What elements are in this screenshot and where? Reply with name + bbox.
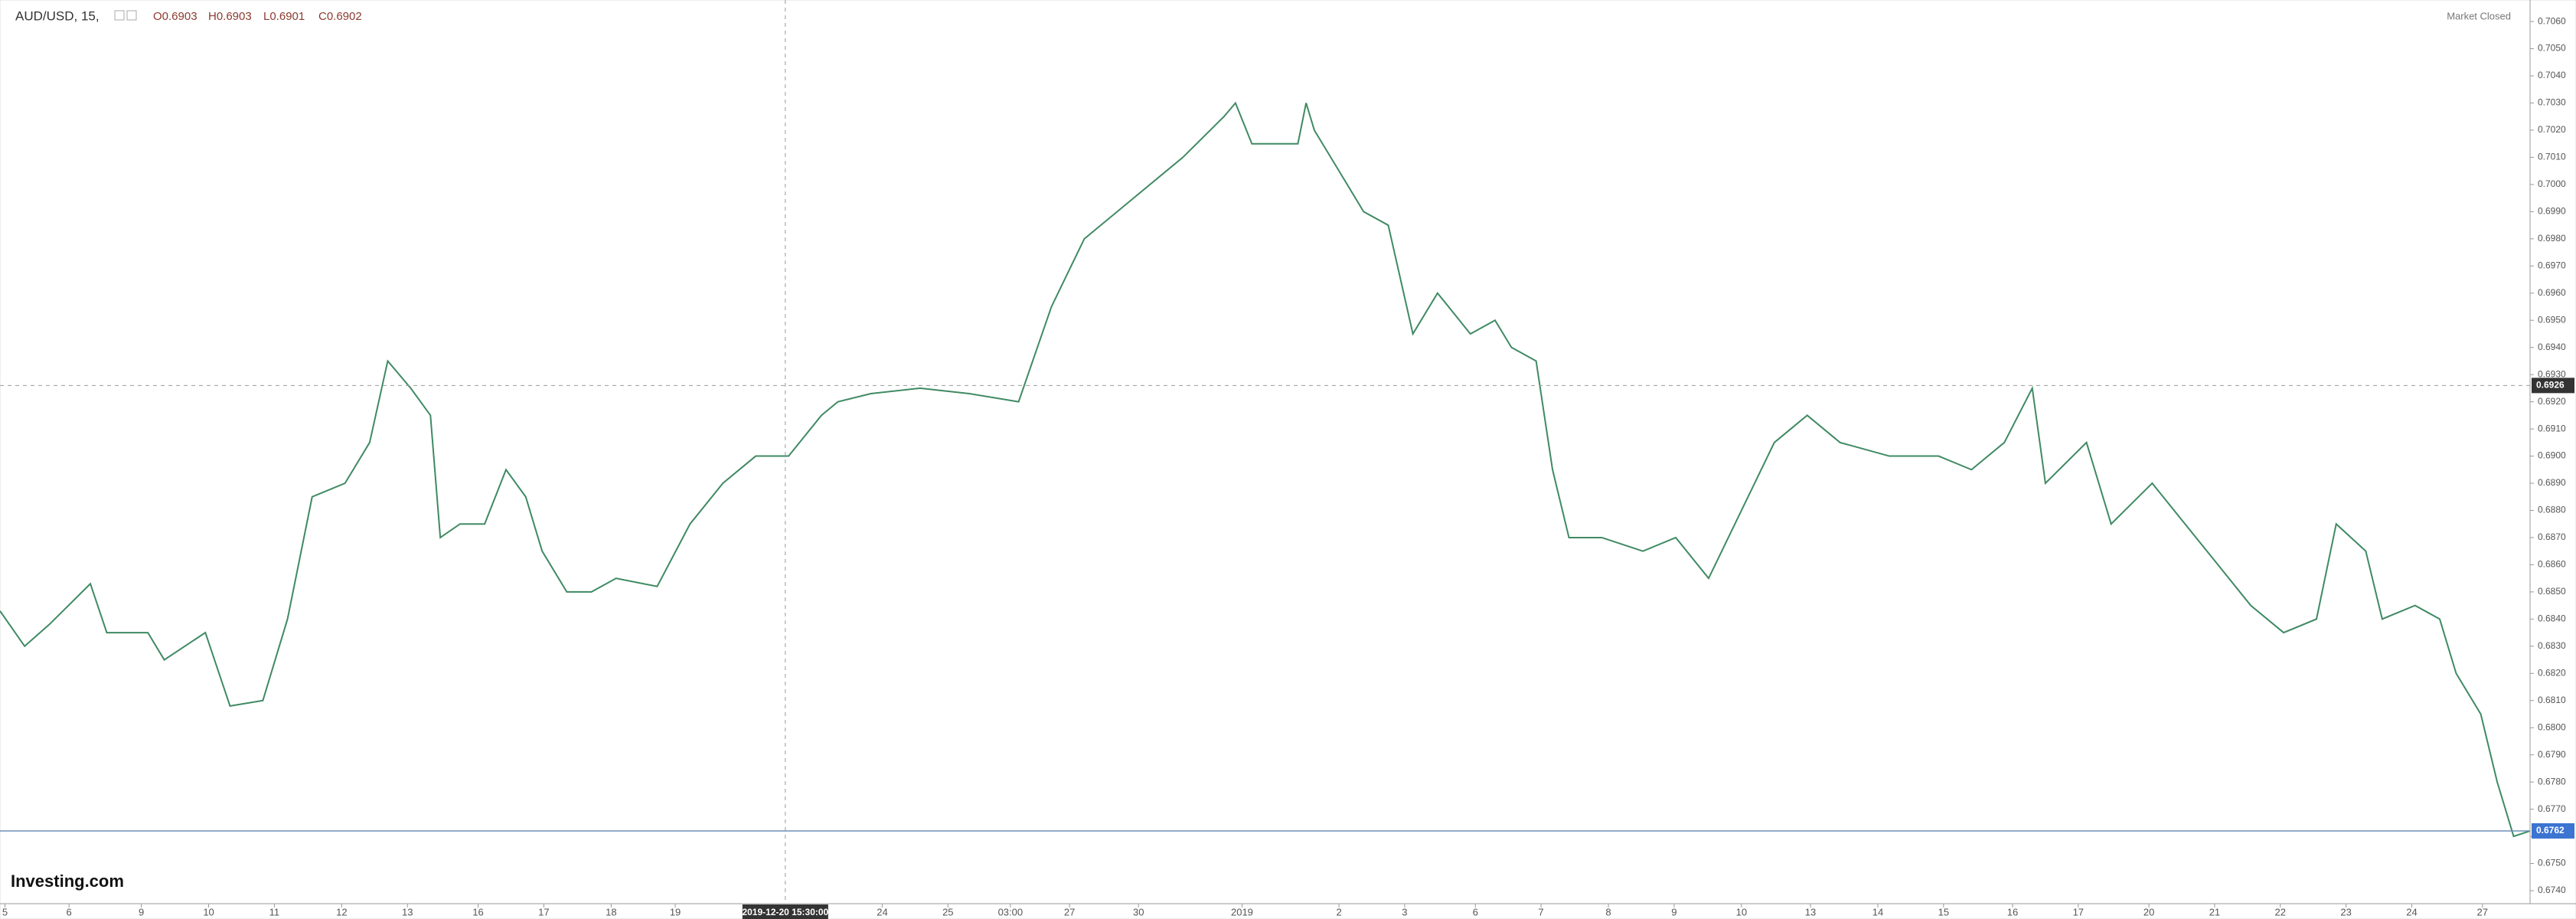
- x-tick-label: 6: [67, 906, 72, 917]
- x-tick-label: 17: [538, 906, 549, 917]
- x-tick-label: 10: [203, 906, 214, 917]
- y-tick-label: 0.7060: [2538, 15, 2566, 26]
- y-tick-label: 0.6920: [2538, 396, 2566, 407]
- x-tick-label: 30: [1133, 906, 1144, 917]
- x-tick-label: 03:00: [998, 906, 1024, 917]
- x-tick-label: 21: [2209, 906, 2220, 917]
- y-tick-label: 0.6810: [2538, 695, 2566, 705]
- symbol-title: AUD/USD, 15,: [15, 8, 100, 23]
- x-tick-label: 24: [2406, 906, 2417, 917]
- x-tick-label: 10: [1736, 906, 1747, 917]
- x-tick-label: 9: [1671, 906, 1677, 917]
- y-tick-label: 0.7010: [2538, 152, 2566, 162]
- x-tick-label: 9: [139, 906, 144, 917]
- x-tick-label: 2019: [1231, 906, 1253, 917]
- x-tick-label: 13: [402, 906, 413, 917]
- y-tick-label: 0.6790: [2538, 749, 2566, 760]
- x-tick-label: 23: [2340, 906, 2351, 917]
- y-tick-label: 0.6990: [2538, 206, 2566, 217]
- y-tick-label: 0.6980: [2538, 233, 2566, 244]
- y-tick-label: 0.7040: [2538, 70, 2566, 80]
- x-tick-label: 18: [606, 906, 616, 917]
- x-tick-label: 15: [1938, 906, 1949, 917]
- ohlc-value: H0.6903: [208, 10, 252, 23]
- x-tick-label: 20: [2143, 906, 2154, 917]
- settings-icon[interactable]: [126, 10, 137, 21]
- x-tick-label: 7: [1538, 906, 1543, 917]
- crosshair-time-badge: [742, 904, 828, 919]
- y-tick-label: 0.6930: [2538, 368, 2566, 379]
- x-tick-label: 11: [269, 906, 280, 917]
- x-tick-label: 2: [1336, 906, 1341, 917]
- x-tick-label: 14: [1872, 906, 1883, 917]
- toggle-icon[interactable]: [114, 10, 125, 21]
- y-tick-label: 0.7000: [2538, 178, 2566, 189]
- y-tick-label: 0.6740: [2538, 885, 2566, 895]
- x-tick-label: 3: [1402, 906, 1407, 917]
- x-tick-label: 13: [1805, 906, 1816, 917]
- y-tick-label: 0.7030: [2538, 97, 2566, 108]
- y-tick-label: 0.6900: [2538, 450, 2566, 461]
- x-tick-label: 12: [336, 906, 347, 917]
- crosshair-time-label: 2019-12-20 15:30:00: [742, 907, 828, 917]
- y-tick-label: 0.6850: [2538, 586, 2566, 597]
- y-tick-label: 0.6860: [2538, 559, 2566, 570]
- x-tick-label: 6: [1473, 906, 1478, 917]
- x-tick-label: 24: [877, 906, 887, 917]
- y-tick-label: 0.6960: [2538, 287, 2566, 298]
- y-tick-label: 0.6840: [2538, 613, 2566, 624]
- crosshair-price-badge: [2532, 378, 2574, 394]
- y-tick-label: 0.7050: [2538, 43, 2566, 54]
- x-tick-label: 17: [2073, 906, 2084, 917]
- y-tick-label: 0.6750: [2538, 858, 2566, 868]
- y-tick-label: 0.6880: [2538, 505, 2566, 515]
- y-tick-label: 0.6970: [2538, 260, 2566, 270]
- ohlc-value: O0.6903: [153, 10, 198, 23]
- y-tick-label: 0.6780: [2538, 776, 2566, 787]
- market-status: Market Closed: [2447, 10, 2511, 21]
- y-tick-label: 0.6820: [2538, 667, 2566, 678]
- y-tick-label: 0.6770: [2538, 803, 2566, 814]
- last-price-label: 0.6762: [2536, 825, 2565, 836]
- crosshair-price-label: 0.6926: [2536, 380, 2565, 391]
- y-tick-label: 0.6940: [2538, 342, 2566, 352]
- y-tick-label: 0.6830: [2538, 640, 2566, 651]
- brand-logo: Investing.com: [11, 872, 124, 891]
- x-tick-label: 16: [472, 906, 483, 917]
- ohlc-value: C0.6902: [318, 10, 362, 23]
- y-tick-label: 0.7020: [2538, 124, 2566, 135]
- x-tick-label: 19: [670, 906, 681, 917]
- x-tick-label: 25: [942, 906, 953, 917]
- price-line: [0, 101, 2531, 838]
- x-tick-label: 8: [1605, 906, 1611, 917]
- x-tick-label: 27: [2477, 906, 2488, 917]
- last-price-badge: [2532, 823, 2574, 839]
- y-tick-label: 0.6890: [2538, 477, 2566, 488]
- ohlc-value: L0.6901: [263, 10, 305, 23]
- y-tick-label: 0.6910: [2538, 423, 2566, 433]
- x-tick-label: 27: [1064, 906, 1075, 917]
- x-tick-label: 5: [2, 906, 8, 917]
- y-tick-label: 0.6800: [2538, 721, 2566, 732]
- x-tick-label: 16: [2007, 906, 2018, 917]
- y-tick-label: 0.6870: [2538, 531, 2566, 542]
- y-tick-label: 0.6950: [2538, 314, 2566, 325]
- x-tick-label: 22: [2275, 906, 2286, 917]
